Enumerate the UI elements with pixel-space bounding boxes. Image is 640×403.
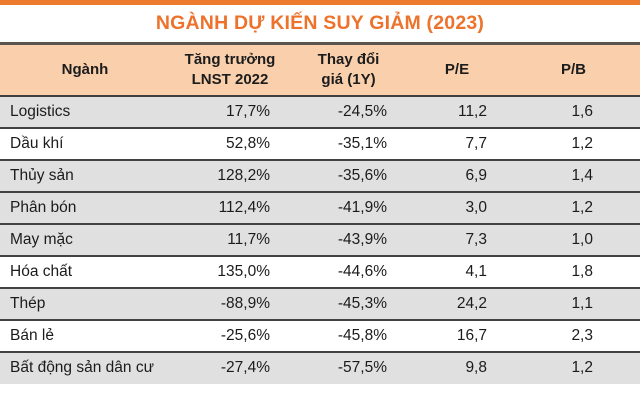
pe-cell: 11,2 [407,95,507,129]
industry-cell: Hóa chất [0,255,170,289]
table-row-may-mac: May mặc 11,7% -43,9% 7,3 1,0 [0,223,640,257]
industry-cell: Phân bón [0,191,170,225]
pb-cell: 1,6 [507,95,640,129]
accent-top-bar [0,0,640,5]
col-header-pe: P/E [407,42,507,97]
industry-cell: May mặc [0,223,170,257]
pb-cell: 1,2 [507,191,640,225]
pb-cell: 1,2 [507,127,640,161]
industry-cell: Thép [0,287,170,321]
price-change-cell: -43,9% [290,223,407,257]
price-change-cell: -45,3% [290,287,407,321]
table-row-thep: Thép -88,9% -45,3% 24,2 1,1 [0,287,640,321]
industry-cell: Thủy sản [0,159,170,193]
pe-cell: 7,3 [407,223,507,257]
price-change-cell: -44,6% [290,255,407,289]
pe-cell: 16,7 [407,319,507,353]
pb-cell: 2,3 [507,319,640,353]
price-change-cell: -57,5% [337,359,387,376]
pb-cell: 1,2 [571,359,593,376]
col-header-price-change-1y: Thay đổi giá (1Y) [290,42,407,97]
profit-growth-cell: -25,6% [170,319,290,353]
industry-data-table: Ngành Tăng trưởng LNST 2022 Thay đổi giá… [0,42,640,384]
table-row-thuy-san: Thủy sản 128,2% -35,6% 6,9 1,4 [0,159,640,193]
profit-growth-cell: -88,9% [170,287,290,321]
page-title: NGÀNH DỰ KIẾN SUY GIẢM (2023) [155,12,485,34]
table-row-ban-le: Bán lẻ -25,6% -45,8% 16,7 2,3 [0,319,640,353]
col-header-industry: Ngành [0,42,170,97]
col-header-label: P/E [444,61,470,78]
industry-cell: Logistics [0,95,170,129]
col-header-label: Thay đổi [317,51,380,69]
pe-cell: 3,0 [407,191,507,225]
title-area: NGÀNH DỰ KIẾN SUY GIẢM (2023) [0,5,640,42]
table-row-dau-khi: Dầu khí 52,8% -35,1% 7,7 1,2 [0,127,640,161]
table-row-logistics: Logistics 17,7% -24,5% 11,2 1,6 [0,95,640,129]
price-change-cell: -41,9% [290,191,407,225]
profit-growth-cell: 17,7% [170,95,290,129]
price-change-cell: -45,8% [290,319,407,353]
industry-cell: Bán lẻ [0,319,170,353]
pe-cell: 7,7 [407,127,507,161]
col-header-label: P/B [560,61,586,78]
col-header-profit-growth-2022: Tăng trưởng LNST 2022 [170,42,290,97]
header-row: Ngành Tăng trưởng LNST 2022 Thay đổi giá… [0,42,640,97]
profit-growth-cell: 112,4% [170,191,290,225]
table-row-bat-dong-san: Bất động sản dân cư -27,4% -57,5% 9,8 1,… [0,351,640,384]
col-header-pb: P/B [507,42,640,97]
profit-growth-cell: 52,8% [170,127,290,161]
col-header-label: LNST 2022 [191,70,269,88]
pe-cell: 6,9 [407,159,507,193]
col-header-label: giá (1Y) [321,70,376,88]
industry-cell: Dầu khí [0,127,170,161]
pb-cell: 1,0 [507,223,640,257]
pe-cell: 9,8 [465,359,487,376]
profit-growth-cell: 11,7% [170,223,290,257]
profit-growth-cell: 135,0% [170,255,290,289]
price-change-cell: -35,1% [290,127,407,161]
col-header-label: Tăng trưởng [184,51,276,69]
pe-cell: 4,1 [407,255,507,289]
price-change-cell: -24,5% [290,95,407,129]
table-row-phan-bon: Phân bón 112,4% -41,9% 3,0 1,2 [0,191,640,225]
price-change-cell: -35,6% [290,159,407,193]
pe-cell: 24,2 [407,287,507,321]
industry-cell: Bất động sản dân cư [10,359,154,376]
profit-growth-cell: -27,4% [220,359,270,376]
col-header-label: Ngành [61,61,109,78]
profit-growth-cell: 128,2% [170,159,290,193]
pb-cell: 1,4 [507,159,640,193]
table-row-hoa-chat: Hóa chất 135,0% -44,6% 4,1 1,8 [0,255,640,289]
pb-cell: 1,1 [507,287,640,321]
pb-cell: 1,8 [507,255,640,289]
